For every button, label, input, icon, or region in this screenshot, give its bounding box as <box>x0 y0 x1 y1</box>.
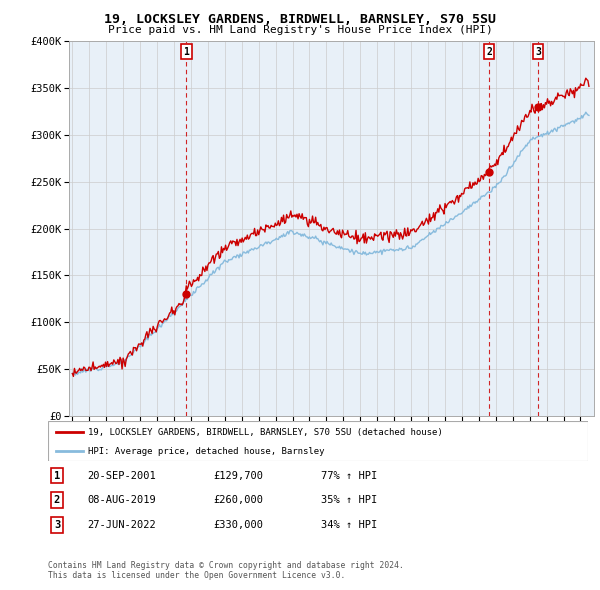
Text: HPI: Average price, detached house, Barnsley: HPI: Average price, detached house, Barn… <box>89 447 325 456</box>
Text: 2: 2 <box>54 496 60 505</box>
Text: £260,000: £260,000 <box>213 496 263 505</box>
Text: £129,700: £129,700 <box>213 471 263 480</box>
Text: 27-JUN-2022: 27-JUN-2022 <box>87 520 156 530</box>
Text: 1: 1 <box>183 47 189 57</box>
Text: 20-SEP-2001: 20-SEP-2001 <box>87 471 156 480</box>
Text: £330,000: £330,000 <box>213 520 263 530</box>
Text: Contains HM Land Registry data © Crown copyright and database right 2024.: Contains HM Land Registry data © Crown c… <box>48 560 404 569</box>
Text: 1: 1 <box>54 471 60 480</box>
Text: 2: 2 <box>486 47 492 57</box>
Text: 34% ↑ HPI: 34% ↑ HPI <box>321 520 377 530</box>
Text: 35% ↑ HPI: 35% ↑ HPI <box>321 496 377 505</box>
Text: Price paid vs. HM Land Registry's House Price Index (HPI): Price paid vs. HM Land Registry's House … <box>107 25 493 35</box>
Text: 19, LOCKSLEY GARDENS, BIRDWELL, BARNSLEY, S70 5SU (detached house): 19, LOCKSLEY GARDENS, BIRDWELL, BARNSLEY… <box>89 428 443 437</box>
FancyBboxPatch shape <box>48 421 588 461</box>
Text: This data is licensed under the Open Government Licence v3.0.: This data is licensed under the Open Gov… <box>48 571 346 580</box>
Text: 08-AUG-2019: 08-AUG-2019 <box>87 496 156 505</box>
Text: 3: 3 <box>535 47 541 57</box>
Text: 77% ↑ HPI: 77% ↑ HPI <box>321 471 377 480</box>
Text: 19, LOCKSLEY GARDENS, BIRDWELL, BARNSLEY, S70 5SU: 19, LOCKSLEY GARDENS, BIRDWELL, BARNSLEY… <box>104 13 496 26</box>
Text: 3: 3 <box>54 520 60 530</box>
